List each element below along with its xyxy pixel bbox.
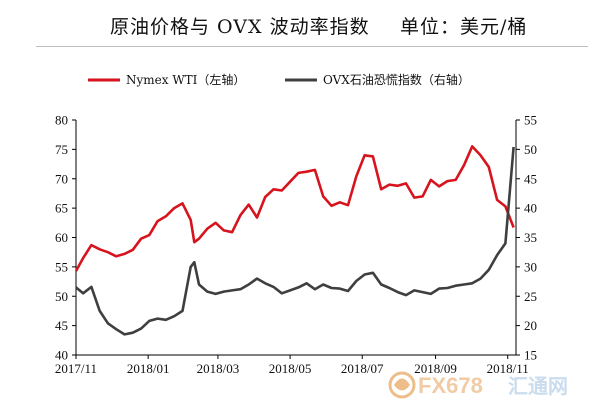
- y-left-tick-label: 55: [55, 259, 68, 274]
- y-right-tick-label: 30: [524, 259, 537, 274]
- legend-label-wti: Nymex WTI（左轴）: [126, 72, 245, 87]
- y-right-tick-label: 15: [524, 348, 537, 363]
- x-tick-label: 2018/07: [341, 361, 384, 376]
- x-tick-label: 2018/03: [197, 361, 240, 376]
- series-line-ovx: [75, 146, 515, 336]
- y-right-tick-label: 35: [524, 230, 537, 245]
- watermark-brand: FX678: [418, 373, 483, 398]
- watermark: FX678 汇通网: [388, 371, 568, 399]
- y-right-tick-label: 25: [524, 289, 537, 304]
- y-left-tick-label: 50: [55, 289, 68, 304]
- y-right-tick-label: 45: [524, 171, 537, 186]
- y-left-tick-label: 65: [55, 201, 68, 216]
- series-line-wti: [74, 145, 515, 272]
- y-left-tick-label: 45: [55, 318, 68, 333]
- y-left-tick-label: 70: [55, 171, 68, 186]
- chart-title-bar: 原油价格与 OVX 波动率指数 单位：美元/桶: [0, 12, 598, 42]
- y-right-tick-label: 55: [524, 113, 537, 128]
- y-left-tick-label: 60: [55, 230, 68, 245]
- title-divider: [36, 46, 588, 47]
- y-left-tick-label: 40: [55, 348, 68, 363]
- x-tick-label: 2018/01: [127, 361, 170, 376]
- x-tick-label: 2018/11: [487, 361, 529, 376]
- y-left-tick-label: 75: [55, 142, 68, 157]
- x-tick-label: 2018/05: [269, 361, 312, 376]
- y-right-tick-label: 20: [524, 318, 537, 333]
- chart-title: 原油价格与 OVX 波动率指数: [110, 16, 370, 38]
- legend: Nymex WTI（左轴） OVX石油恐慌指数（右轴）: [88, 72, 470, 87]
- x-tick-label: 2018/09: [414, 361, 457, 376]
- series-lines: [74, 145, 515, 336]
- x-tick-label: 2017/11: [55, 361, 97, 376]
- axes: 40 45 50 55 60 65 70 75 80 15 20 25 30 35 40 45 50 55 2017…: [55, 113, 537, 377]
- y-left-tick-label: 80: [55, 113, 68, 128]
- watermark-logo-icon: [388, 371, 416, 399]
- legend-label-ovx: OVX石油恐慌指数（右轴）: [323, 72, 470, 87]
- chart-unit: 单位：美元/桶: [400, 16, 528, 38]
- watermark-logo-swirl: [394, 378, 410, 391]
- watermark-cn: 汇通网: [508, 375, 568, 398]
- y-right-tick-label: 40: [524, 201, 537, 216]
- y-right-tick-label: 50: [524, 142, 537, 157]
